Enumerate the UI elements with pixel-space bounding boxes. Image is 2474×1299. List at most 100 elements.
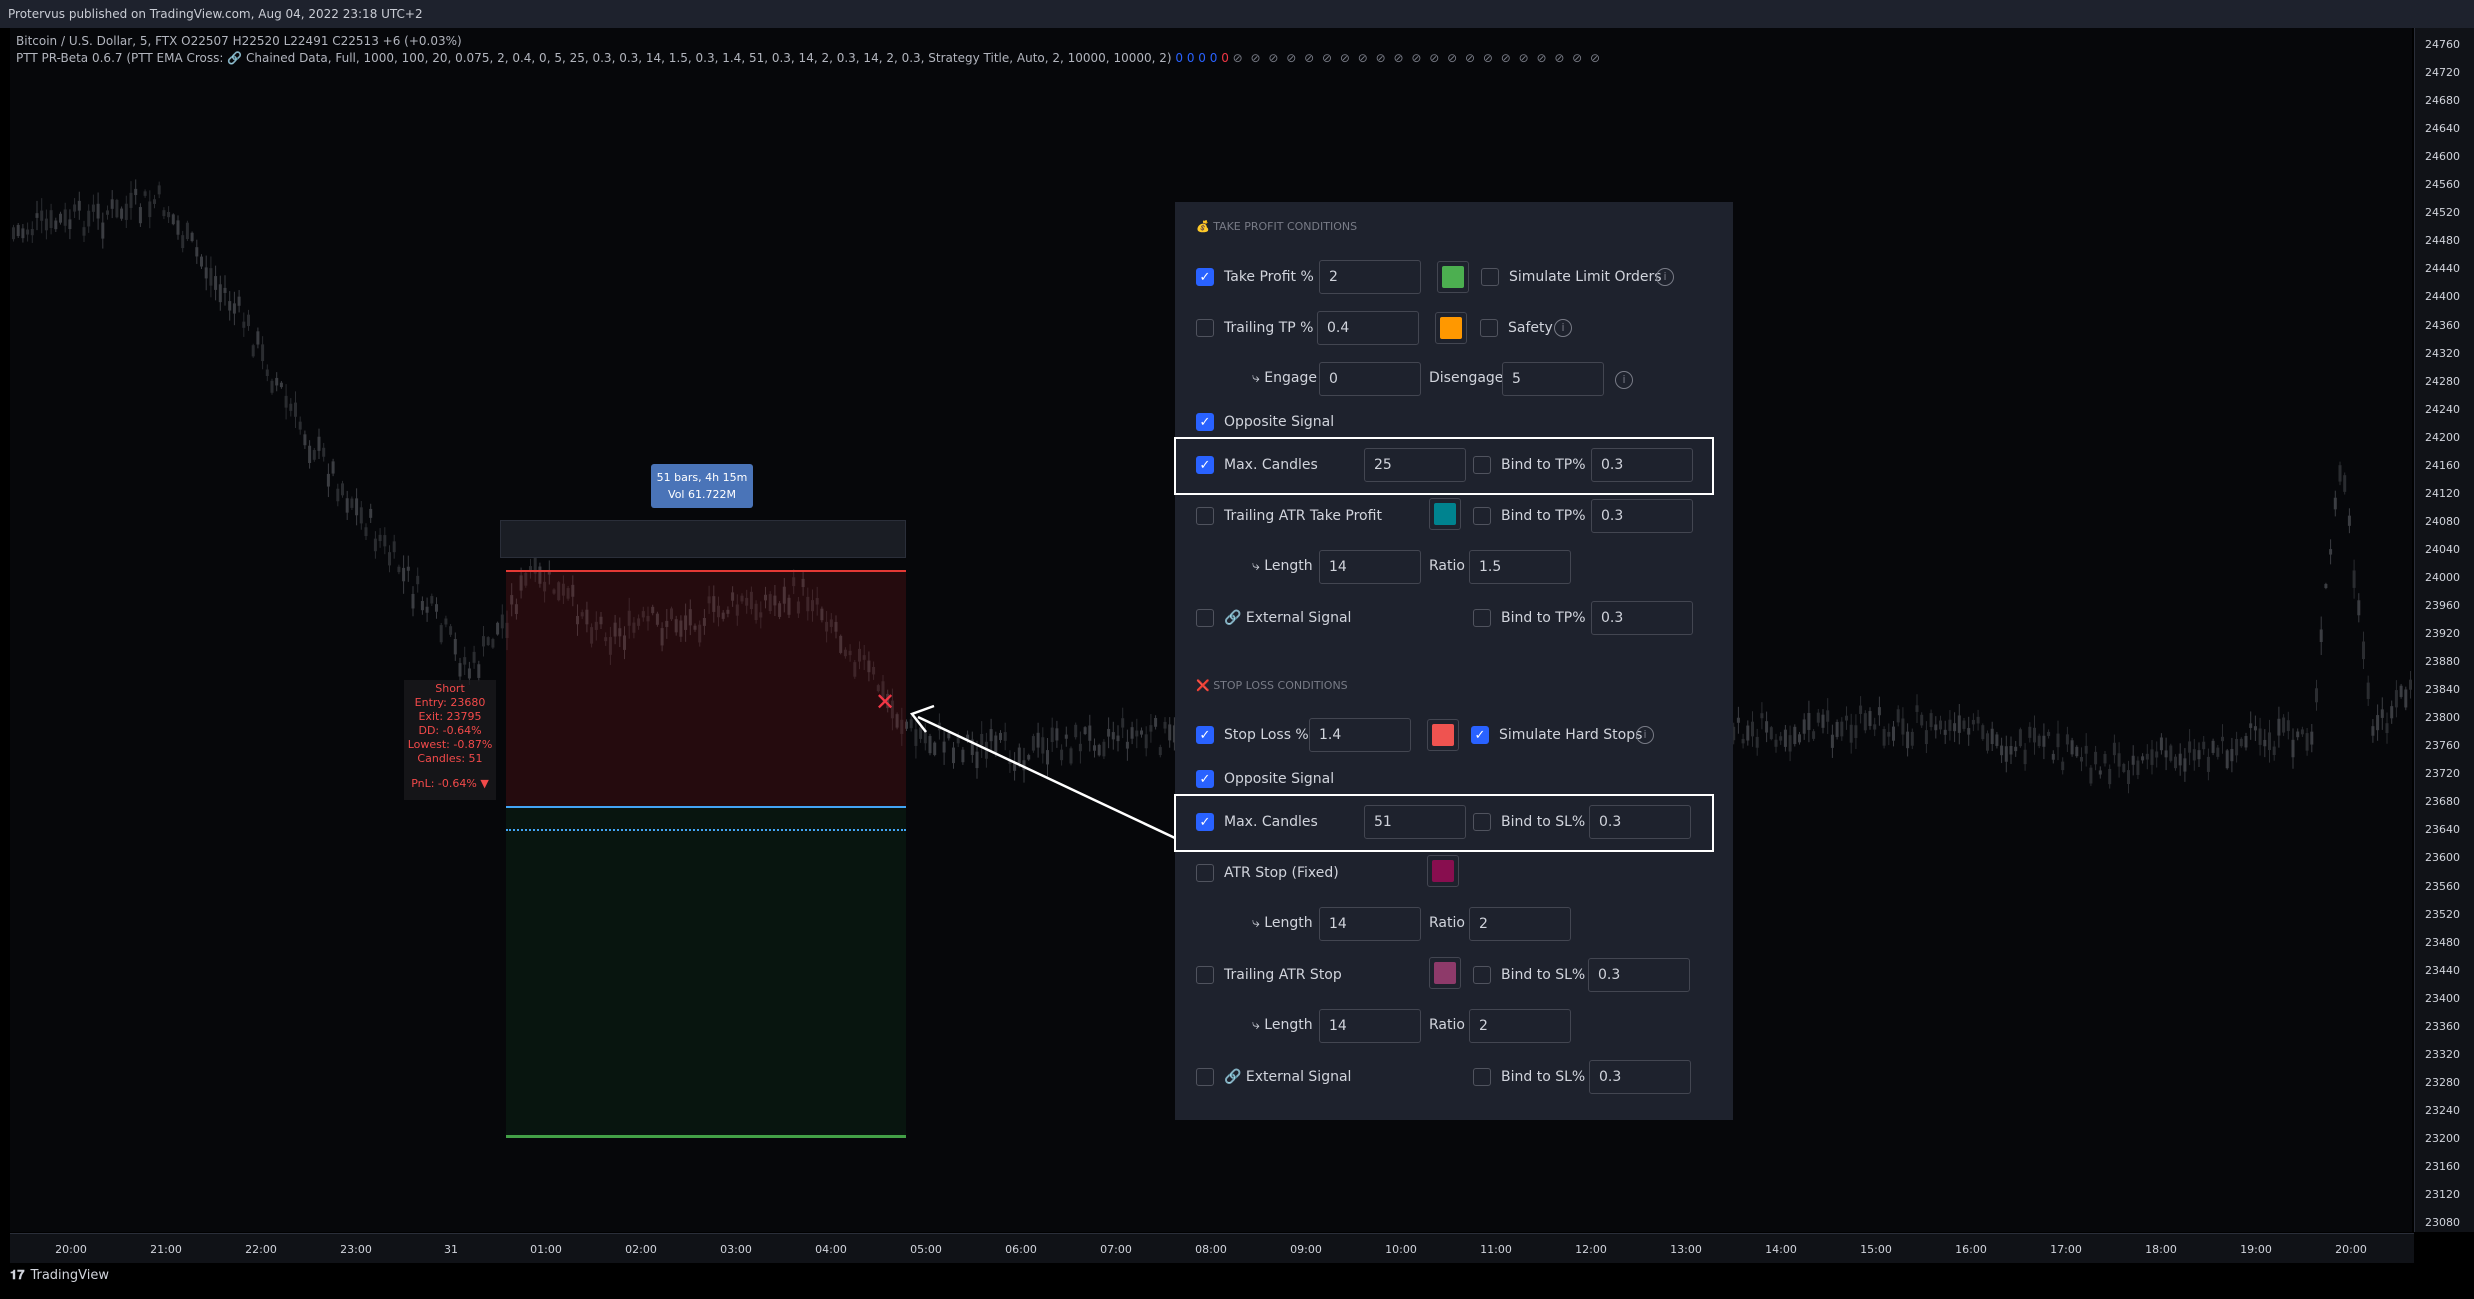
trailing-atr-stop-bind-input[interactable]: 0.3 (1588, 958, 1690, 992)
safety-row: Safety (1480, 310, 1553, 346)
atr-tp-ratio-input[interactable]: 1.5 (1469, 550, 1571, 584)
time-tick: 17:00 (2050, 1243, 2082, 1256)
bind-sl-checkbox[interactable] (1473, 813, 1491, 831)
candle-body (449, 626, 453, 635)
candle-body (388, 552, 391, 566)
candle-body (627, 610, 631, 626)
take-profit-zone[interactable] (506, 806, 906, 1138)
atr-stop-length-input[interactable]: 14 (1319, 907, 1421, 941)
candle-body (171, 214, 175, 225)
simulate-limit-row: Simulate Limit Orders (1481, 259, 1662, 295)
candle-body (2037, 735, 2041, 747)
stop-loss-checkbox[interactable]: ✓ (1196, 726, 1214, 744)
time-tick: 08:00 (1195, 1243, 1227, 1256)
info-icon[interactable]: i (1554, 319, 1572, 337)
candle-body (1088, 725, 1092, 741)
tr-atr-length-input[interactable]: 14 (1319, 1009, 1421, 1043)
trailing-atr-stop-bind-checkbox[interactable] (1473, 966, 1491, 984)
price-tick: 23760 (2425, 739, 2460, 753)
candle-body (707, 596, 711, 604)
atr-stop-ratio-input[interactable]: 2 (1469, 907, 1571, 941)
stop-loss-zone[interactable] (506, 570, 906, 806)
atr-stop-checkbox[interactable] (1196, 864, 1214, 882)
trailing-atr-tp-color-swatch[interactable] (1429, 498, 1461, 530)
candle-body (2169, 745, 2173, 761)
measure-bars: 51 bars, 4h 15m (656, 471, 748, 484)
tr-atr-ratio-input[interactable]: 2 (1469, 1009, 1571, 1043)
atr-stop-label: ATR Stop (Fixed) (1224, 865, 1339, 881)
trailing-atr-bind-checkbox[interactable] (1473, 507, 1491, 525)
brand-name: TradingView (30, 1268, 110, 1283)
opposite-signal-tp-checkbox[interactable]: ✓ (1196, 413, 1214, 431)
tradingview-brand[interactable]: 𝟏𝟕 TradingView (10, 1268, 109, 1283)
simulate-limit-checkbox[interactable] (1481, 268, 1499, 286)
trailing-atr-stop-checkbox[interactable] (1196, 966, 1214, 984)
opposite-signal-sl-checkbox[interactable]: ✓ (1196, 770, 1214, 788)
candle-body (63, 209, 67, 226)
ext-sl-bind-checkbox[interactable] (1473, 1068, 1491, 1086)
candle-body (1135, 730, 1139, 737)
candle-body (124, 203, 128, 220)
candle-body (2394, 690, 2398, 708)
trailing-tp-checkbox[interactable] (1196, 319, 1214, 337)
simulate-hard-stops-checkbox[interactable]: ✓ (1471, 726, 1489, 744)
candle-body (157, 185, 161, 195)
indicator-legend[interactable]: PTT PR-Beta 0.6.7 (PTT EMA Cross: 🔗 Chai… (16, 51, 1602, 65)
trailing-atr-tp-checkbox[interactable] (1196, 507, 1214, 525)
simulate-hard-stops-label: Simulate Hard Stops (1499, 727, 1643, 743)
trailing-tp-color-swatch[interactable] (1435, 312, 1467, 344)
candle-body (44, 218, 48, 231)
external-signal-sl-checkbox[interactable] (1196, 1068, 1214, 1086)
take-profit-color-swatch[interactable] (1437, 261, 1469, 293)
candle-body (618, 628, 622, 637)
symbol-legend[interactable]: Bitcoin / U.S. Dollar, 5, FTX O22507 H22… (16, 34, 462, 48)
safety-checkbox[interactable] (1480, 319, 1498, 337)
time-axis[interactable]: 20:00 21:00 22:00 23:00 31 01:00 02:00 03:00 04:… (10, 1233, 2414, 1263)
max-candles-tp-checkbox[interactable]: ✓ (1196, 456, 1214, 474)
trailing-atr-stop-color-swatch[interactable] (1429, 957, 1461, 989)
external-signal-tp-checkbox[interactable] (1196, 609, 1214, 627)
price-axis[interactable]: 24760 24720 24680 24640 24600 24560 24520 24480… (2414, 28, 2474, 1232)
candle-body (778, 603, 782, 617)
candle-body (355, 498, 359, 516)
candle-body (834, 621, 838, 632)
atr-stop-color-swatch[interactable] (1427, 855, 1459, 887)
price-tick: 23960 (2425, 599, 2460, 612)
stop-loss-color-swatch[interactable] (1427, 719, 1459, 751)
take-profit-row: ✓ Take Profit % (1196, 259, 1314, 295)
price-tick: 24280 (2425, 374, 2460, 388)
info-icon[interactable]: i (1656, 268, 1674, 286)
candle-body (1027, 755, 1031, 760)
candle-body (1929, 713, 1933, 728)
disengage-input[interactable]: 5 (1502, 362, 1604, 396)
stop-loss-input[interactable]: 1.4 (1309, 718, 1411, 752)
trailing-atr-bind-input[interactable]: 0.3 (1591, 499, 1693, 533)
time-tick: 15:00 (1860, 1243, 1892, 1256)
candle-body (2075, 746, 2079, 757)
take-profit-checkbox[interactable]: ✓ (1196, 268, 1214, 286)
take-profit-input[interactable]: 2 (1319, 260, 1421, 294)
ext-sl-bind-input[interactable]: 0.3 (1589, 1060, 1691, 1094)
atr-tp-length-input[interactable]: 14 (1319, 550, 1421, 584)
candle-body (496, 622, 500, 635)
bind-tp-input[interactable]: 0.3 (1591, 448, 1693, 482)
ext-tp-bind-input[interactable]: 0.3 (1591, 601, 1693, 635)
candle-body (1036, 732, 1040, 748)
max-candles-sl-input[interactable]: 51 (1364, 805, 1466, 839)
candle-body (1083, 727, 1087, 735)
ext-tp-bind-checkbox[interactable] (1473, 609, 1491, 627)
candle-body (862, 655, 866, 660)
trailing-tp-input[interactable]: 0.4 (1317, 311, 1419, 345)
max-candles-sl-checkbox[interactable]: ✓ (1196, 813, 1214, 831)
time-tick: 09:00 (1290, 1243, 1322, 1256)
bind-tp-checkbox[interactable] (1473, 456, 1491, 474)
candle-body (543, 581, 547, 592)
candle-body (1906, 731, 1910, 749)
info-icon[interactable]: i (1636, 726, 1654, 744)
candle-body (749, 591, 753, 610)
max-candles-tp-input[interactable]: 25 (1364, 448, 1466, 482)
candle-body (2216, 747, 2220, 757)
engage-input[interactable]: 0 (1319, 362, 1421, 396)
bind-sl-input[interactable]: 0.3 (1589, 805, 1691, 839)
info-icon[interactable]: i (1615, 371, 1633, 389)
